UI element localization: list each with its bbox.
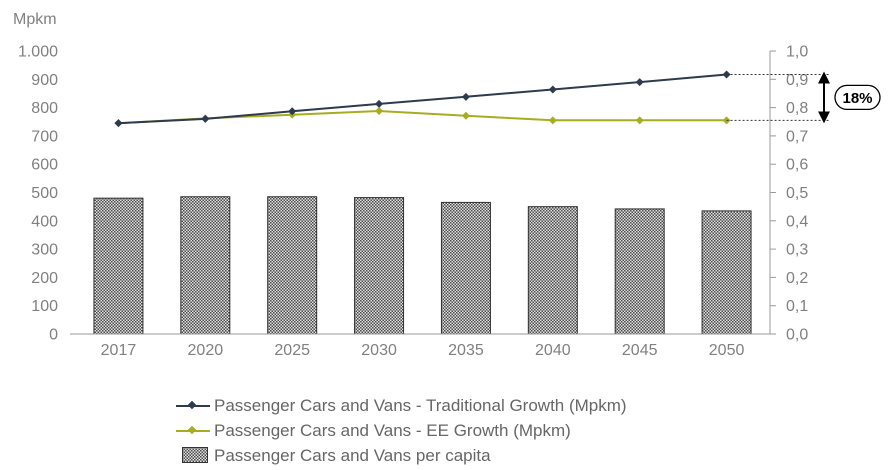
change-badge-label: 18% xyxy=(842,90,872,107)
series-line xyxy=(118,109,727,125)
left-tick-label: 500 xyxy=(31,185,58,202)
data-point xyxy=(635,78,644,87)
left-tick-label: 400 xyxy=(31,213,58,230)
right-tick-label: 0,2 xyxy=(786,270,808,287)
line-series xyxy=(114,70,731,128)
data-point xyxy=(461,92,470,101)
x-axis: 2017 2020 2025 2030 2035 2040 2045 2050 xyxy=(101,342,745,359)
data-point xyxy=(635,116,644,125)
bar xyxy=(354,197,405,335)
right-tick-label: 0,4 xyxy=(786,213,808,230)
bar xyxy=(701,210,752,335)
x-tick-label: 2045 xyxy=(622,342,658,359)
right-axis: 0,0 0,1 0,2 0,3 0,4 0,5 0,6 0,7 0,8 0,9 1,0 xyxy=(769,44,808,344)
bar-series xyxy=(93,196,752,335)
data-point xyxy=(461,111,470,120)
legend-label-ee: Passenger Cars and Vans - EE Growth (Mpk… xyxy=(214,421,571,440)
right-tick-label: 0,9 xyxy=(786,72,808,89)
x-tick-label: 2040 xyxy=(535,342,571,359)
legend-item-ee: Passenger Cars and Vans - EE Growth (Mpk… xyxy=(176,420,627,445)
left-tick-label: 700 xyxy=(31,128,58,145)
left-tick-label: 200 xyxy=(31,270,58,287)
right-tick-label: 0,8 xyxy=(786,100,808,117)
right-tick-label: 0,3 xyxy=(786,242,808,259)
x-tick-label: 2020 xyxy=(188,342,224,359)
legend-label-traditional: Passenger Cars and Vans - Traditional Gr… xyxy=(214,396,627,415)
legend-key-per-capita-icon xyxy=(176,445,210,466)
x-tick-label: 2035 xyxy=(448,342,484,359)
left-tick-label: 1.000 xyxy=(18,44,58,61)
change-annotation: 18% xyxy=(726,71,881,124)
left-tick-label: 300 xyxy=(31,242,58,259)
right-tick-label: 0,7 xyxy=(786,128,808,145)
data-point xyxy=(114,119,123,128)
left-tick-label: 100 xyxy=(31,298,58,315)
left-tick-label: 0 xyxy=(49,327,58,344)
combo-chart: Mpkm 0 100 200 300 400 500 600 700 800 900 1.000 0… xyxy=(13,11,881,359)
x-tick-label: 2017 xyxy=(101,342,137,359)
legend-item-per-capita: Passenger Cars and Vans per capita xyxy=(176,445,627,470)
left-tick-label: 800 xyxy=(31,100,58,117)
data-point xyxy=(548,116,557,125)
left-axis-unit-label: Mpkm xyxy=(13,11,57,28)
bar xyxy=(614,208,665,335)
x-tick-label: 2025 xyxy=(274,342,310,359)
change-badge xyxy=(834,84,881,111)
right-tick-label: 0,0 xyxy=(786,327,808,344)
legend-label-per-capita: Passenger Cars and Vans per capita xyxy=(214,446,491,465)
bar xyxy=(93,197,144,335)
data-point xyxy=(288,107,297,116)
right-tick-label: 0,1 xyxy=(786,298,808,315)
bar xyxy=(527,206,578,335)
data-point xyxy=(548,85,557,94)
legend-key-ee-icon xyxy=(176,420,210,441)
data-point xyxy=(201,114,210,123)
left-tick-label: 600 xyxy=(31,157,58,174)
right-tick-label: 0,5 xyxy=(786,185,808,202)
series-line xyxy=(118,73,727,125)
x-tick-label: 2050 xyxy=(709,342,745,359)
legend-key-traditional-icon xyxy=(176,395,210,416)
data-point xyxy=(375,99,384,108)
x-tick-label: 2030 xyxy=(361,342,397,359)
bar xyxy=(440,201,491,335)
legend-item-traditional: Passenger Cars and Vans - Traditional Gr… xyxy=(176,395,627,420)
legend: Passenger Cars and Vans - Traditional Gr… xyxy=(176,395,627,470)
bar xyxy=(267,196,318,335)
right-tick-label: 0,6 xyxy=(786,157,808,174)
data-point xyxy=(375,106,384,115)
left-tick-label: 900 xyxy=(31,72,58,89)
bar xyxy=(180,196,231,335)
right-tick-label: 1,0 xyxy=(786,44,808,61)
left-axis: 0 100 200 300 400 500 600 700 800 900 1.000 xyxy=(18,44,58,344)
